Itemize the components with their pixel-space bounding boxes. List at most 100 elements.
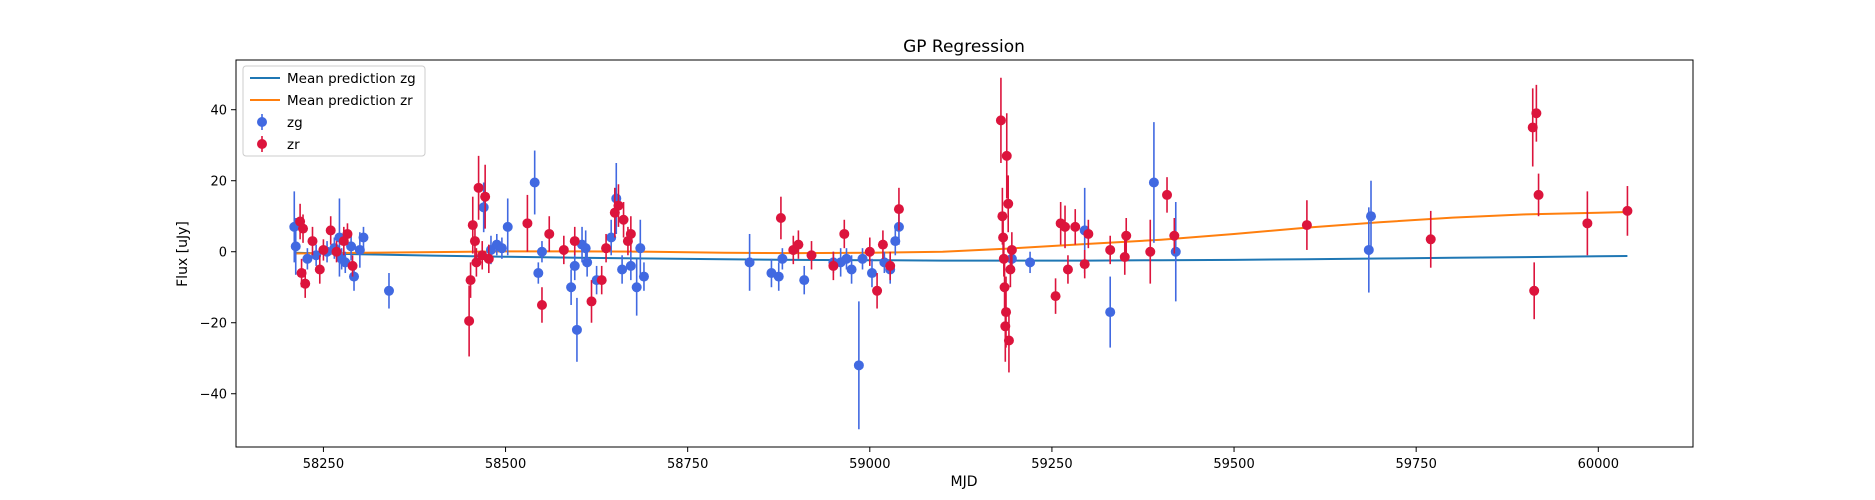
zg-marker <box>617 264 628 275</box>
y-tick-label: −40 <box>200 388 227 403</box>
zg-point <box>1148 122 1159 243</box>
zg-point <box>890 226 901 256</box>
zr-point <box>1145 219 1156 284</box>
zr-point <box>1062 255 1073 284</box>
zg-marker <box>635 243 646 254</box>
zg-point <box>290 217 301 275</box>
y-tick-label: −20 <box>200 317 227 332</box>
legend-entry: zg <box>257 114 303 131</box>
zr-marker <box>995 115 1006 126</box>
zg-point <box>635 219 646 277</box>
zr-point <box>1050 278 1061 314</box>
zr-point <box>1162 177 1173 213</box>
zg-point <box>866 258 877 288</box>
zr-marker <box>1060 221 1071 232</box>
zg-marker <box>571 324 582 335</box>
zg-point <box>536 241 547 263</box>
zr-marker <box>473 182 484 193</box>
zr-point <box>893 187 904 231</box>
zr-point <box>473 155 484 220</box>
zr-point <box>1529 262 1540 320</box>
zg-point <box>478 182 489 233</box>
zr-marker <box>1119 252 1130 263</box>
zg-marker <box>1363 244 1374 255</box>
zr-point <box>1121 217 1132 254</box>
zg-point <box>1170 202 1181 302</box>
zr-marker <box>1145 246 1156 257</box>
zr-marker <box>1121 230 1132 241</box>
zr-point <box>1582 191 1593 256</box>
legend-entry: Mean prediction zg <box>250 71 416 87</box>
zg-marker <box>536 246 547 257</box>
zg-point <box>773 262 784 291</box>
zr-point <box>1079 249 1090 279</box>
zg-point <box>1105 276 1116 348</box>
zr-marker <box>586 296 597 307</box>
zr-marker <box>1003 335 1014 346</box>
zg-marker <box>773 271 784 282</box>
zr-point <box>1105 235 1116 265</box>
zr-point <box>872 273 883 309</box>
zr-point <box>1001 113 1012 199</box>
zr-marker <box>1070 221 1081 232</box>
zg-point <box>744 233 755 291</box>
zg-point <box>566 269 577 305</box>
zg-marker <box>799 275 810 286</box>
zr-marker <box>347 260 358 271</box>
zg-marker <box>1170 246 1181 257</box>
zr-marker <box>1162 189 1173 200</box>
zr-point <box>331 241 342 263</box>
zr-marker <box>522 218 533 229</box>
zg-point <box>631 258 642 316</box>
zr-point <box>483 244 494 274</box>
zr-marker <box>318 244 329 255</box>
zg-marker <box>1025 257 1036 268</box>
zg-marker <box>346 241 357 252</box>
zr-marker <box>872 285 883 296</box>
zg-marker <box>866 268 877 279</box>
zr-marker <box>471 257 482 268</box>
zr-marker <box>877 239 888 250</box>
zr-point <box>1083 219 1094 249</box>
zg-marker <box>1105 307 1116 318</box>
zg-marker <box>358 232 369 243</box>
zg-point <box>311 244 322 266</box>
legend-label: zr <box>287 137 300 153</box>
zr-point <box>1425 210 1436 268</box>
x-tick-label: 59250 <box>1031 457 1072 472</box>
zg-marker <box>606 232 617 243</box>
y-tick-label: 40 <box>210 104 227 119</box>
x-axis-label: MJD <box>951 474 978 490</box>
zg-marker <box>383 285 394 296</box>
zr-marker <box>999 282 1010 293</box>
zg-point <box>638 262 649 291</box>
zr-point <box>613 184 624 227</box>
zr-marker <box>613 200 624 211</box>
zr-marker <box>625 228 636 239</box>
zr-marker <box>893 204 904 215</box>
zr-point <box>618 202 629 238</box>
zr-marker <box>544 228 555 239</box>
zr-point <box>828 251 839 281</box>
zr-marker <box>997 211 1008 222</box>
zg-point <box>625 251 636 281</box>
zr-marker <box>1527 122 1538 133</box>
legend-marker-swatch <box>257 139 267 149</box>
zr-point <box>1527 88 1538 167</box>
zr-point <box>480 164 491 229</box>
zr-point <box>1301 200 1312 250</box>
y-axis-label: Flux [uJy] <box>175 221 191 287</box>
zg-marker <box>1148 177 1159 188</box>
zg-point <box>529 150 540 215</box>
zr-point <box>601 233 612 263</box>
zr-point <box>806 241 817 270</box>
mean-prediction-zr-line <box>294 211 1628 255</box>
y-axis-ticks: −40 −20 0 20 40 <box>200 104 236 403</box>
zr-marker <box>1001 150 1012 161</box>
zr-marker <box>298 223 309 234</box>
zg-marker <box>478 202 489 213</box>
zr-marker <box>1050 291 1061 302</box>
x-tick-label: 59000 <box>849 457 890 472</box>
zg-point <box>611 162 622 234</box>
